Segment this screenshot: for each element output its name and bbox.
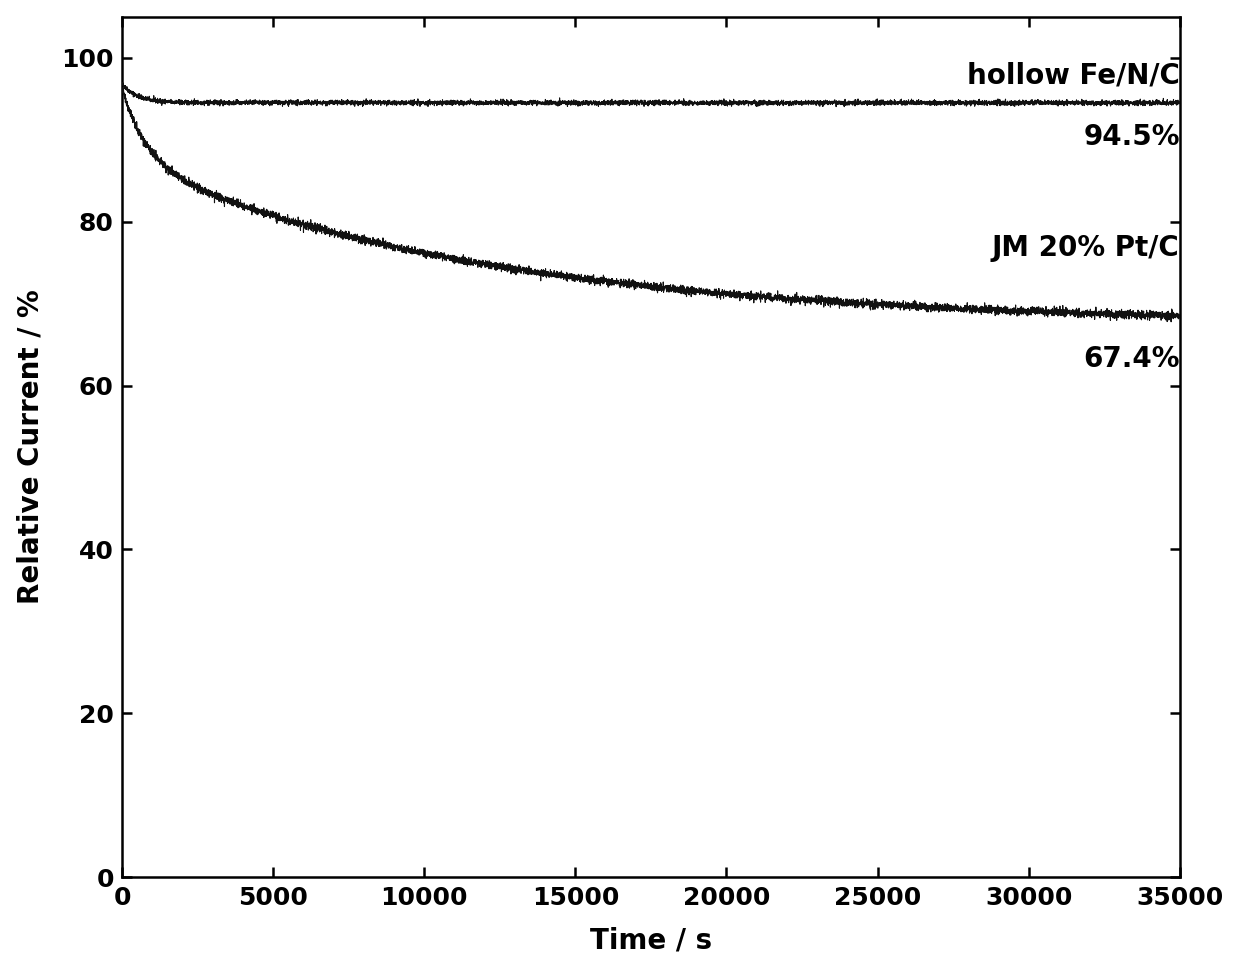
Text: 94.5%: 94.5% xyxy=(1084,123,1179,151)
Text: 67.4%: 67.4% xyxy=(1084,345,1179,373)
X-axis label: Time / s: Time / s xyxy=(590,926,712,954)
Y-axis label: Relative Current / %: Relative Current / % xyxy=(16,289,45,604)
Text: JM 20% Pt/C: JM 20% Pt/C xyxy=(992,234,1179,262)
Text: hollow Fe/N/C: hollow Fe/N/C xyxy=(967,62,1179,89)
